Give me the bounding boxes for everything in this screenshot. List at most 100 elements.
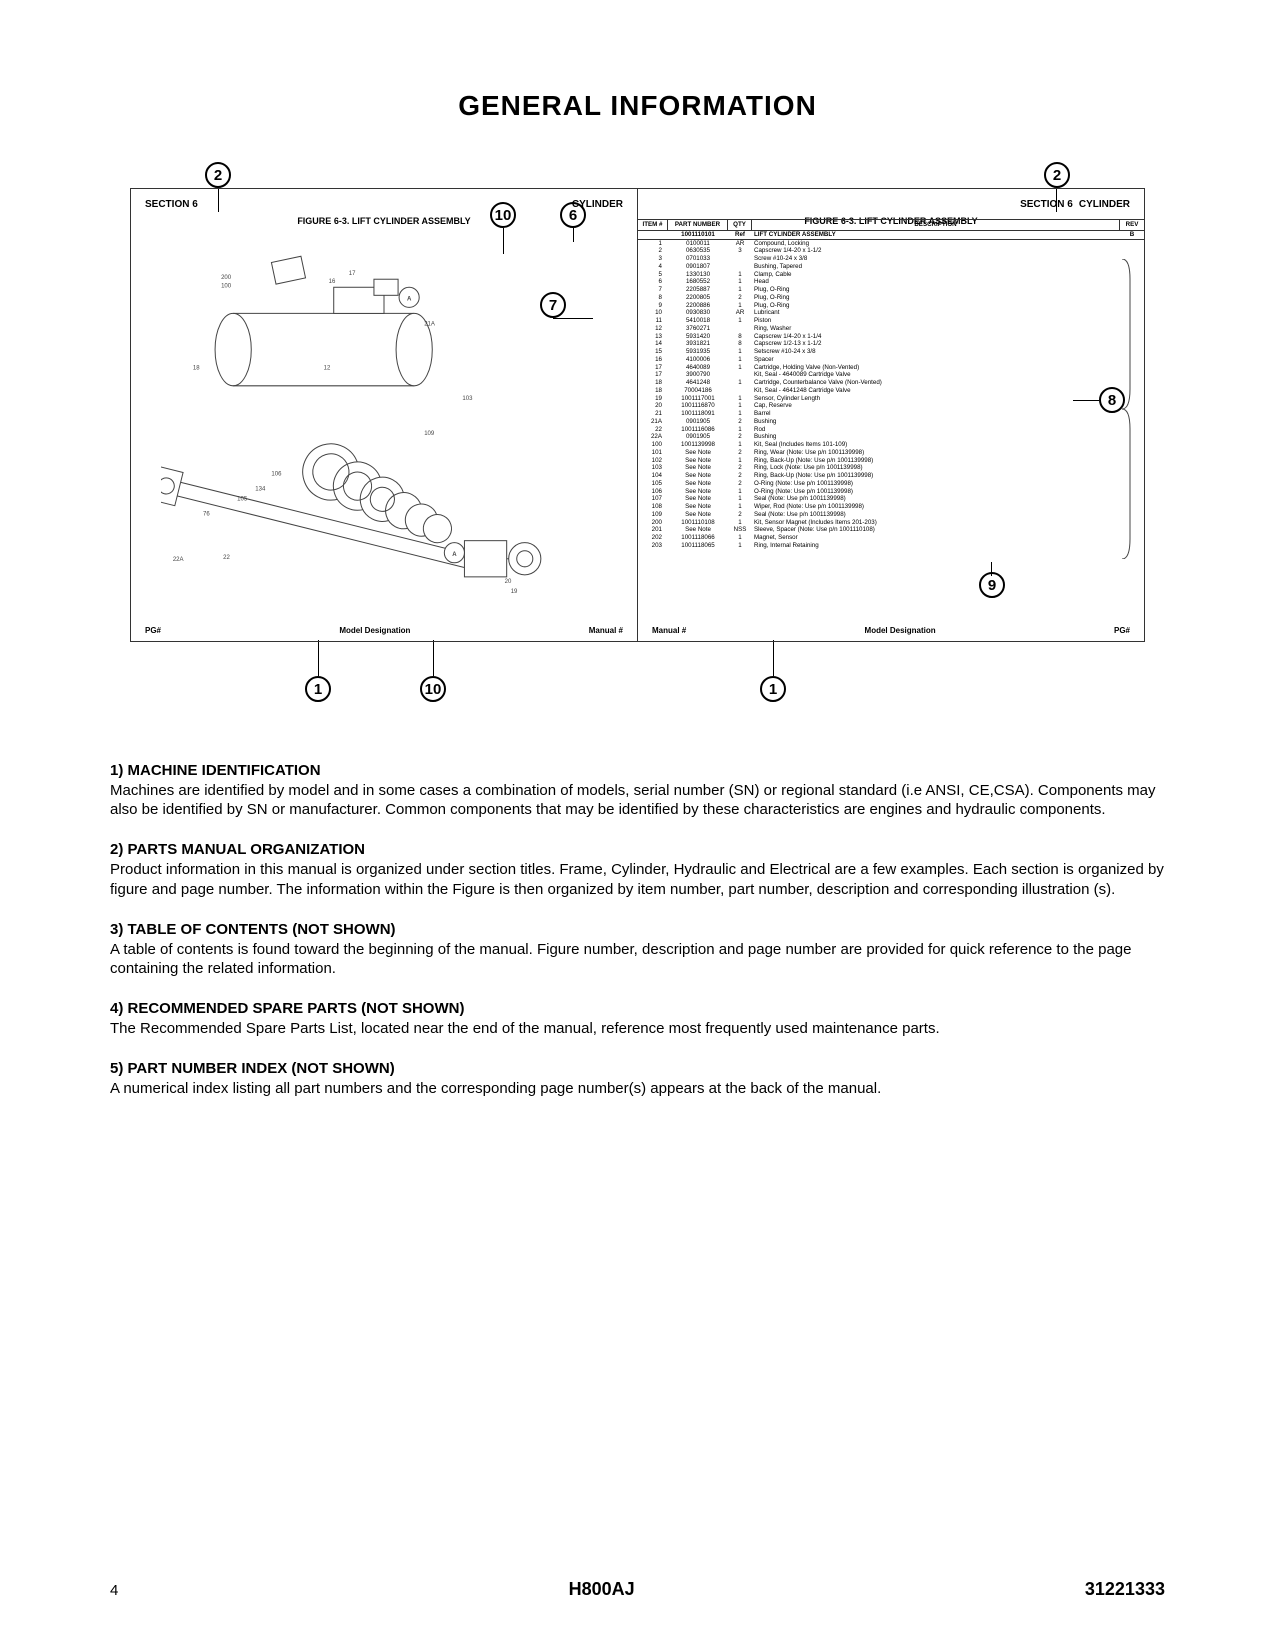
svg-text:100: 100 — [221, 283, 232, 289]
svg-text:16: 16 — [329, 279, 336, 285]
th-item: ITEM # — [638, 220, 668, 230]
svg-text:20: 20 — [505, 579, 512, 585]
leader — [433, 640, 434, 676]
table-row: 108See Note1 Wiper, Rod (Note: Use p/n 1… — [638, 503, 1144, 511]
info-body: The Recommended Spare Parts List, locate… — [110, 1019, 1165, 1038]
parts-table-header: ITEM # PART NUMBER QTY DESCRIPTION REV — [638, 219, 1144, 231]
exploded-drawing: A — [161, 239, 607, 601]
info-heading: 5) PART NUMBER INDEX (NOT SHOWN) — [110, 1060, 1165, 1077]
table-row: 107See Note1 Seal (Note: Use p/n 1001139… — [638, 495, 1144, 503]
table-row: 1359314208Capscrew 1/4-20 x 1-1/4 — [638, 333, 1144, 341]
footer-model: Model Designation — [339, 626, 410, 635]
footer-model: Model Designation — [865, 626, 936, 635]
footer-model: H800AJ — [569, 1579, 635, 1600]
svg-text:109: 109 — [424, 431, 435, 437]
diagram-frame: SECTION 6 CYLINDER FIGURE 6-3. LIFT CYLI… — [130, 188, 1145, 642]
callout-1-left: 1 — [305, 676, 331, 702]
section-header-right: SECTION 6 CYLINDER — [652, 199, 1130, 210]
table-row: 1910011170011Sensor, Cylinder Length — [638, 395, 1144, 403]
info-body: Product information in this manual is or… — [110, 860, 1165, 898]
footer-man: Manual # — [589, 626, 623, 635]
table-row: 1439318218Capscrew 1/2-13 x 1-1/2 — [638, 340, 1144, 348]
svg-text:19: 19 — [511, 589, 518, 595]
th-desc: DESCRIPTION — [752, 220, 1120, 230]
svg-text:22A: 22A — [173, 557, 184, 563]
panel-footer-right: Manual # Model Designation PG# — [652, 626, 1130, 635]
page-title: GENERAL INFORMATION — [110, 90, 1165, 122]
table-row: 20010011101081Kit, Sensor Magnet (Includ… — [638, 519, 1144, 527]
table-row: 103See Note2 Ring, Lock (Note: Use p/n 1… — [638, 464, 1144, 472]
callout-10-bot: 10 — [420, 676, 446, 702]
info-block: 5) PART NUMBER INDEX (NOT SHOWN) A numeri… — [110, 1060, 1165, 1098]
table-row: 30701033Screw #10-24 x 3/8 — [638, 255, 1144, 263]
footer-pg: PG# — [1114, 626, 1130, 635]
info-body: A table of contents is found toward the … — [110, 940, 1165, 978]
svg-text:105: 105 — [237, 496, 248, 502]
right-panel: SECTION 6 CYLINDER FIGURE 6-3. LIFT CYLI… — [638, 189, 1144, 641]
svg-text:17: 17 — [349, 271, 356, 277]
table-row: 10010011399981Kit, Seal (Includes Items … — [638, 441, 1144, 449]
table-row: 100930830ARLubricant — [638, 309, 1144, 317]
info-body: A numerical index listing all part numbe… — [110, 1079, 1165, 1098]
table-row: 10100011ARCompound, Locking — [638, 240, 1144, 248]
info-body: Machines are identified by model and in … — [110, 781, 1165, 819]
table-row: 105See Note2 O-Ring (Note: Use p/n 10011… — [638, 480, 1144, 488]
info-block: 1) MACHINE IDENTIFICATIONMachines are id… — [110, 762, 1165, 819]
table-row: 104See Note2 Ring, Back-Up (Note: Use p/… — [638, 472, 1144, 480]
section-header-left: SECTION 6 CYLINDER — [145, 199, 623, 210]
info-block: 4) RECOMMENDED SPARE PARTS (NOT SHOWN) Th… — [110, 1000, 1165, 1038]
info-heading: 4) RECOMMENDED SPARE PARTS (NOT SHOWN) — [110, 1000, 1165, 1017]
footer-doc: 31221333 — [1085, 1579, 1165, 1600]
parts-table: ITEM # PART NUMBER QTY DESCRIPTION REV 1… — [638, 219, 1144, 611]
badge-a: A — [407, 296, 412, 302]
table-row: 109See Note2 Seal (Note: Use p/n 1001139… — [638, 511, 1144, 519]
svg-text:103: 103 — [462, 396, 473, 402]
figure-title-left: FIGURE 6-3. LIFT CYLINDER ASSEMBLY — [145, 216, 623, 226]
table-row: 616805521Head — [638, 278, 1144, 286]
parts-table-toprow: 1001110101 Ref LIFT CYLINDER ASSEMBLY B — [638, 231, 1144, 240]
svg-text:12: 12 — [324, 366, 331, 372]
footer-page: 4 — [110, 1582, 118, 1599]
left-panel: SECTION 6 CYLINDER FIGURE 6-3. LIFT CYLI… — [131, 189, 638, 641]
info-block: 3) TABLE OF CONTENTS (NOT SHOWN)A table … — [110, 921, 1165, 978]
svg-text:A: A — [452, 552, 457, 558]
table-row: 106See Note1 O-Ring (Note: Use p/n 10011… — [638, 488, 1144, 496]
table-row: 22A09019052 Bushing — [638, 433, 1144, 441]
table-row: 1746400891Cartridge, Holding Valve (Non-… — [638, 364, 1144, 372]
svg-text:18: 18 — [193, 366, 200, 372]
footer-man: Manual # — [652, 626, 686, 635]
section-name: CYLINDER — [572, 199, 623, 210]
table-row: 173900790 Kit, Seal - 4640089 Cartridge … — [638, 371, 1144, 379]
table-row: 206305353Capscrew 1/4-20 x 1-1/2 — [638, 247, 1144, 255]
section-num: SECTION 6 — [1020, 199, 1073, 210]
info-heading: 2) PARTS MANUAL ORGANIZATION — [110, 841, 1165, 858]
brace-icon — [1120, 259, 1134, 559]
th-rev: REV — [1120, 220, 1144, 230]
table-row: 101See Note2 Ring, Wear (Note: Use p/n 1… — [638, 449, 1144, 457]
section-num: SECTION 6 — [145, 199, 198, 210]
table-row: 2110011180911Barrel — [638, 410, 1144, 418]
table-row: 1559319351Setscrew #10-24 x 3/8 — [638, 348, 1144, 356]
svg-text:22: 22 — [223, 555, 230, 561]
svg-text:106: 106 — [271, 471, 282, 477]
table-row: 123760271Ring, Washer — [638, 325, 1144, 333]
table-row: 722058871Plug, O-Ring — [638, 286, 1144, 294]
table-row: 20210011180661 Magnet, Sensor — [638, 534, 1144, 542]
svg-text:76: 76 — [203, 512, 210, 518]
th-part: PART NUMBER — [668, 220, 728, 230]
table-row: 822008052Plug, O-Ring — [638, 294, 1144, 302]
table-row: 513301301Clamp, Cable — [638, 271, 1144, 279]
callout-2-right: 2 — [1044, 162, 1070, 188]
table-row: 922008861Plug, O-Ring — [638, 302, 1144, 310]
page-footer: 4 H800AJ 31221333 — [110, 1579, 1165, 1600]
footer-pg: PG# — [145, 626, 161, 635]
section-name: CYLINDER — [1079, 199, 1130, 210]
svg-text:200: 200 — [221, 275, 232, 281]
diagram-container: 2 2 10 6 7 8 9 1 10 1 SECTION 6 CYLINDER… — [110, 162, 1165, 702]
table-row: 2010011168701Cap, Reserve — [638, 402, 1144, 410]
table-row: 1641000061Spacer — [638, 356, 1144, 364]
table-row: 21A09019052 Bushing — [638, 418, 1144, 426]
leader — [773, 640, 774, 676]
info-block: 2) PARTS MANUAL ORGANIZATION Product info… — [110, 841, 1165, 898]
table-row: 40901807Bushing, Tapered — [638, 263, 1144, 271]
